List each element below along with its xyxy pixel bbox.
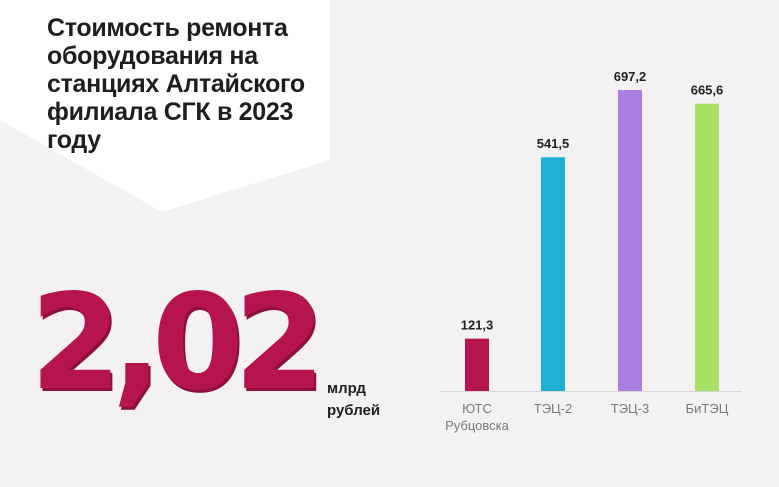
category-label-3: ТЭЦ-3 xyxy=(611,401,649,416)
value-label-2: 541,5 xyxy=(537,136,570,151)
unit-line-1: млрд xyxy=(327,380,366,397)
value-label-1: 121,3 xyxy=(461,318,494,333)
total-unit: млрд рублей xyxy=(327,378,417,422)
category-label-1: ЮТС xyxy=(462,401,492,416)
chart-title: Стоимость ремонта оборудования на станци… xyxy=(47,14,305,154)
value-label-3: 697,2 xyxy=(614,69,647,84)
bar-3 xyxy=(618,90,642,391)
category-label-4: БиТЭЦ xyxy=(686,401,729,416)
category-label-2: ТЭЦ-2 xyxy=(534,401,572,416)
bar-2 xyxy=(541,157,565,391)
total-value: 2,02 xyxy=(30,266,326,420)
value-label-4: 665,6 xyxy=(691,83,724,98)
unit-line-2: рублей xyxy=(327,402,381,419)
bar-4 xyxy=(695,103,719,391)
bar-1 xyxy=(465,338,489,391)
category-label-1-line-2: Рубцовска xyxy=(445,418,510,433)
